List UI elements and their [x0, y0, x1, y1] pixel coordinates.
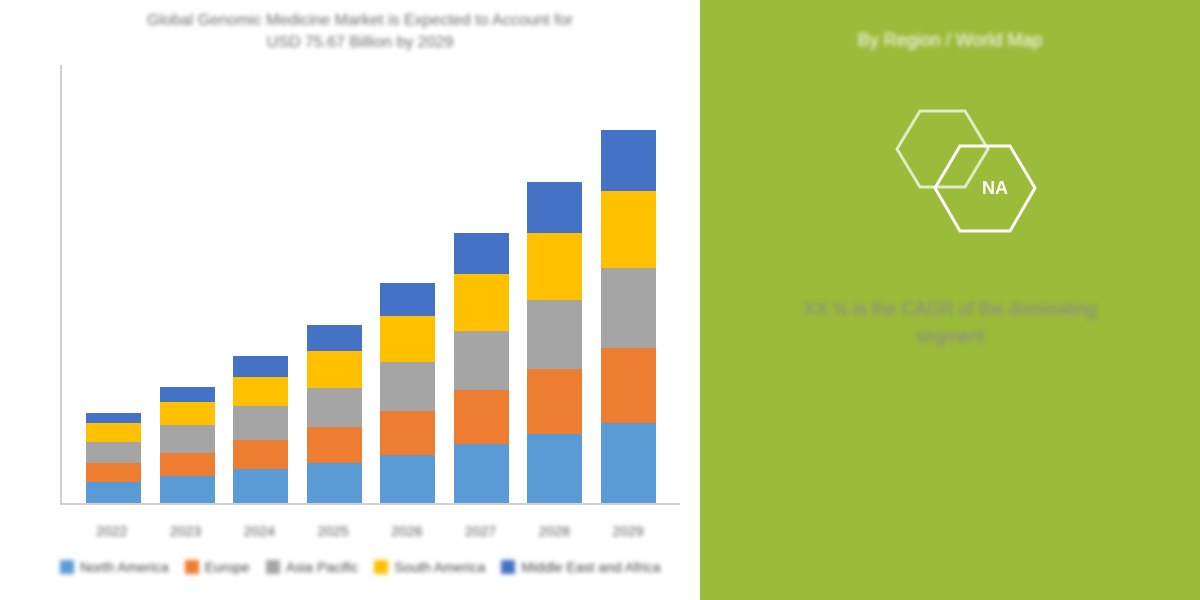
bar-segment — [233, 469, 288, 503]
hexagon-icon: NA — [850, 91, 1050, 266]
stacked-bar — [454, 233, 509, 503]
legend-item: Middle East and Africa — [501, 559, 660, 575]
bar-segment — [233, 377, 288, 406]
bar-segment — [160, 453, 215, 476]
stacked-bar — [86, 413, 141, 503]
stacked-bar — [527, 182, 582, 503]
stacked-bar — [160, 387, 215, 503]
bar-group — [233, 356, 288, 503]
legend-label: North America — [80, 559, 169, 575]
legend-label: South America — [394, 559, 485, 575]
bar-segment — [233, 440, 288, 469]
bar-segment — [601, 191, 656, 269]
bar-segment — [454, 274, 509, 331]
x-axis-labels: 2022 2023 2024 2025 2026 2027 2028 2029 — [60, 515, 680, 539]
bar-segment — [233, 406, 288, 440]
x-axis-label: 2025 — [306, 523, 361, 539]
x-axis-label: 2028 — [527, 523, 582, 539]
bar-segment — [527, 233, 582, 300]
bar-segment — [86, 413, 141, 423]
bar-segment — [307, 388, 362, 428]
side-panel: By Region / World Map NA XX % is the CAG… — [700, 0, 1200, 600]
legend-swatch — [374, 560, 388, 574]
stacked-bar — [307, 325, 362, 503]
legend-label: Europe — [205, 559, 250, 575]
bar-segment — [601, 348, 656, 423]
bar-segment — [307, 427, 362, 463]
bar-segment — [160, 402, 215, 425]
bar-group — [380, 283, 435, 503]
cagr-line1: XX % is the CAGR of the dominating — [803, 296, 1096, 323]
x-axis-label: 2022 — [84, 523, 139, 539]
bar-segment — [380, 283, 435, 317]
legend-swatch — [185, 560, 199, 574]
bar-segment — [380, 411, 435, 455]
x-axis-label: 2026 — [379, 523, 434, 539]
bar-segment — [380, 455, 435, 503]
bar-segment — [527, 369, 582, 434]
bar-segment — [86, 482, 141, 503]
bar-group — [454, 233, 509, 503]
cagr-line2: segment — [803, 323, 1096, 350]
bar-segment — [601, 130, 656, 191]
legend-swatch — [266, 560, 280, 574]
chart-area — [60, 65, 680, 505]
side-panel-title: By Region / World Map — [858, 30, 1043, 51]
bars-container — [62, 65, 680, 503]
bar-segment — [307, 325, 362, 351]
x-axis-label: 2027 — [453, 523, 508, 539]
bar-segment — [601, 268, 656, 348]
chart-panel: Global Genomic Medicine Market is Expect… — [0, 0, 700, 600]
bar-segment — [454, 390, 509, 444]
stacked-bar — [380, 283, 435, 503]
stacked-bar — [233, 356, 288, 503]
legend-item: South America — [374, 559, 485, 575]
x-axis-label: 2029 — [601, 523, 656, 539]
bar-segment — [454, 444, 509, 503]
chart-title: Global Genomic Medicine Market is Expect… — [40, 10, 680, 55]
bar-segment — [454, 233, 509, 275]
legend-swatch — [60, 560, 74, 574]
bar-group — [601, 130, 656, 503]
bar-segment — [380, 362, 435, 410]
chart-title-line2: USD 75.67 Billion by 2029 — [40, 32, 680, 54]
bar-segment — [160, 425, 215, 452]
chart-title-line1: Global Genomic Medicine Market is Expect… — [40, 10, 680, 32]
hex-label: NA — [982, 178, 1008, 198]
bar-segment — [307, 351, 362, 388]
legend-label: Middle East and Africa — [521, 559, 660, 575]
bar-segment — [601, 423, 656, 503]
cagr-text: XX % is the CAGR of the dominating segme… — [803, 296, 1096, 350]
bar-segment — [86, 423, 141, 442]
bar-group — [86, 413, 141, 503]
bar-segment — [527, 434, 582, 503]
bar-segment — [160, 387, 215, 403]
bar-segment — [160, 476, 215, 503]
bar-segment — [86, 442, 141, 463]
legend-item: Asia Pacific — [266, 559, 358, 575]
legend-label: Asia Pacific — [286, 559, 358, 575]
bar-segment — [86, 463, 141, 482]
bar-segment — [307, 463, 362, 503]
bar-segment — [380, 316, 435, 362]
bar-group — [307, 325, 362, 503]
bar-segment — [233, 356, 288, 377]
bar-group — [527, 182, 582, 503]
legend-item: North America — [60, 559, 169, 575]
bar-segment — [454, 331, 509, 390]
legend-item: Europe — [185, 559, 250, 575]
legend-swatch — [501, 560, 515, 574]
bar-segment — [527, 182, 582, 232]
bar-group — [160, 387, 215, 503]
x-axis-label: 2024 — [232, 523, 287, 539]
bar-segment — [527, 300, 582, 369]
legend: North America Europe Asia Pacific South Ame… — [60, 559, 680, 575]
stacked-bar — [601, 130, 656, 503]
x-axis-label: 2023 — [158, 523, 213, 539]
